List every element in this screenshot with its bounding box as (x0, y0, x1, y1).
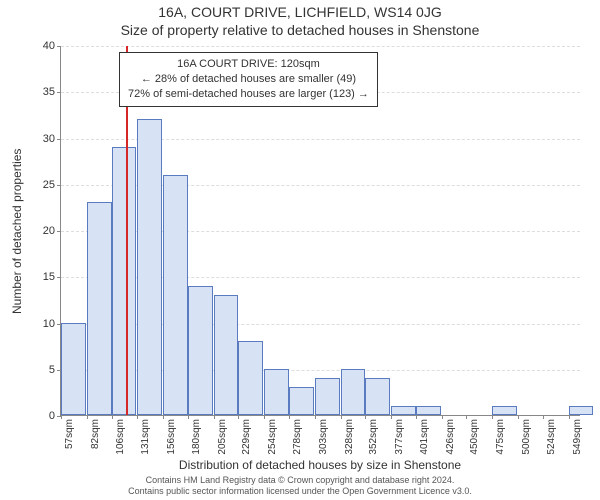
xtick-label: 205sqm (217, 419, 228, 455)
xtick-mark (264, 415, 265, 419)
plot-inner: 051015202530354057sqm82sqm106sqm131sqm15… (60, 46, 580, 416)
xtick-label: 57sqm (64, 419, 75, 449)
plot-area: 051015202530354057sqm82sqm106sqm131sqm15… (60, 46, 580, 416)
ytick-label: 10 (43, 318, 55, 330)
histogram-bar (341, 369, 366, 415)
histogram-bar (365, 378, 390, 415)
ytick-label: 40 (43, 40, 55, 52)
xtick-mark (163, 415, 164, 419)
histogram-bar (112, 147, 137, 415)
ytick-label: 15 (43, 271, 55, 283)
xtick-mark (87, 415, 88, 419)
x-axis-title: Distribution of detached houses by size … (60, 458, 580, 472)
xtick-label: 229sqm (241, 419, 252, 455)
xtick-label: 303sqm (318, 419, 329, 455)
xtick-mark (518, 415, 519, 419)
xtick-label: 82sqm (90, 419, 101, 449)
y-axis-title: Number of detached properties (10, 46, 24, 416)
ytick-mark (57, 139, 61, 140)
histogram-bar (416, 406, 441, 415)
xtick-mark (112, 415, 113, 419)
histogram-bar (137, 119, 162, 415)
histogram-bar (87, 202, 112, 415)
xtick-label: 278sqm (292, 419, 303, 455)
xtick-label: 450sqm (469, 419, 480, 455)
histogram-bar (238, 341, 263, 415)
histogram-bar (61, 323, 86, 416)
xtick-mark (416, 415, 417, 419)
xtick-mark (365, 415, 366, 419)
xtick-label: 254sqm (267, 419, 278, 455)
xtick-mark (492, 415, 493, 419)
xtick-label: 131sqm (140, 419, 151, 455)
annotation-box: 16A COURT DRIVE: 120sqm← 28% of detached… (119, 52, 378, 107)
ytick-mark (57, 92, 61, 93)
xtick-mark (214, 415, 215, 419)
histogram-bar (315, 378, 340, 415)
xtick-label: 328sqm (344, 419, 355, 455)
annotation-line-1: 16A COURT DRIVE: 120sqm (128, 57, 369, 72)
ytick-mark (57, 277, 61, 278)
xtick-label: 401sqm (419, 419, 430, 455)
histogram-bar (214, 295, 239, 415)
ytick-label: 20 (43, 225, 55, 237)
histogram-bar (163, 175, 188, 416)
xtick-mark (442, 415, 443, 419)
page-title: 16A, COURT DRIVE, LICHFIELD, WS14 0JG (0, 4, 600, 20)
xtick-label: 106sqm (115, 419, 126, 455)
footer-line-1: Contains HM Land Registry data © Crown c… (0, 475, 600, 485)
xtick-mark (341, 415, 342, 419)
xtick-label: 500sqm (521, 419, 532, 455)
footer-attribution: Contains HM Land Registry data © Crown c… (0, 475, 600, 496)
xtick-mark (391, 415, 392, 419)
xtick-label: 426sqm (445, 419, 456, 455)
xtick-mark (188, 415, 189, 419)
xtick-mark (569, 415, 570, 419)
histogram-bar (569, 406, 594, 415)
xtick-label: 524sqm (546, 419, 557, 455)
ytick-label: 35 (43, 86, 55, 98)
histogram-bar (492, 406, 517, 415)
xtick-label: 156sqm (166, 419, 177, 455)
ytick-label: 25 (43, 179, 55, 191)
xtick-mark (466, 415, 467, 419)
xtick-label: 352sqm (368, 419, 379, 455)
annotation-line-3: 72% of semi-detached houses are larger (… (128, 87, 369, 102)
xtick-mark (238, 415, 239, 419)
ytick-mark (57, 46, 61, 47)
xtick-label: 475sqm (495, 419, 506, 455)
histogram-bar (391, 406, 416, 415)
histogram-bar (264, 369, 289, 415)
annotation-line-2: ← 28% of detached houses are smaller (49… (128, 72, 369, 87)
gridline (61, 46, 580, 47)
footer-line-2: Contains public sector information licen… (0, 486, 600, 496)
ytick-mark (57, 231, 61, 232)
xtick-label: 377sqm (394, 419, 405, 455)
ytick-mark (57, 185, 61, 186)
xtick-mark (289, 415, 290, 419)
ytick-label: 0 (49, 410, 55, 422)
chart-container: 16A, COURT DRIVE, LICHFIELD, WS14 0JG Si… (0, 0, 600, 500)
ytick-label: 30 (43, 133, 55, 145)
histogram-bar (188, 286, 213, 416)
xtick-mark (61, 415, 62, 419)
xtick-label: 180sqm (191, 419, 202, 455)
ytick-label: 5 (49, 364, 55, 376)
xtick-label: 549sqm (572, 419, 583, 455)
xtick-mark (543, 415, 544, 419)
histogram-bar (289, 387, 314, 415)
xtick-mark (315, 415, 316, 419)
chart-subtitle: Size of property relative to detached ho… (0, 22, 600, 38)
xtick-mark (137, 415, 138, 419)
